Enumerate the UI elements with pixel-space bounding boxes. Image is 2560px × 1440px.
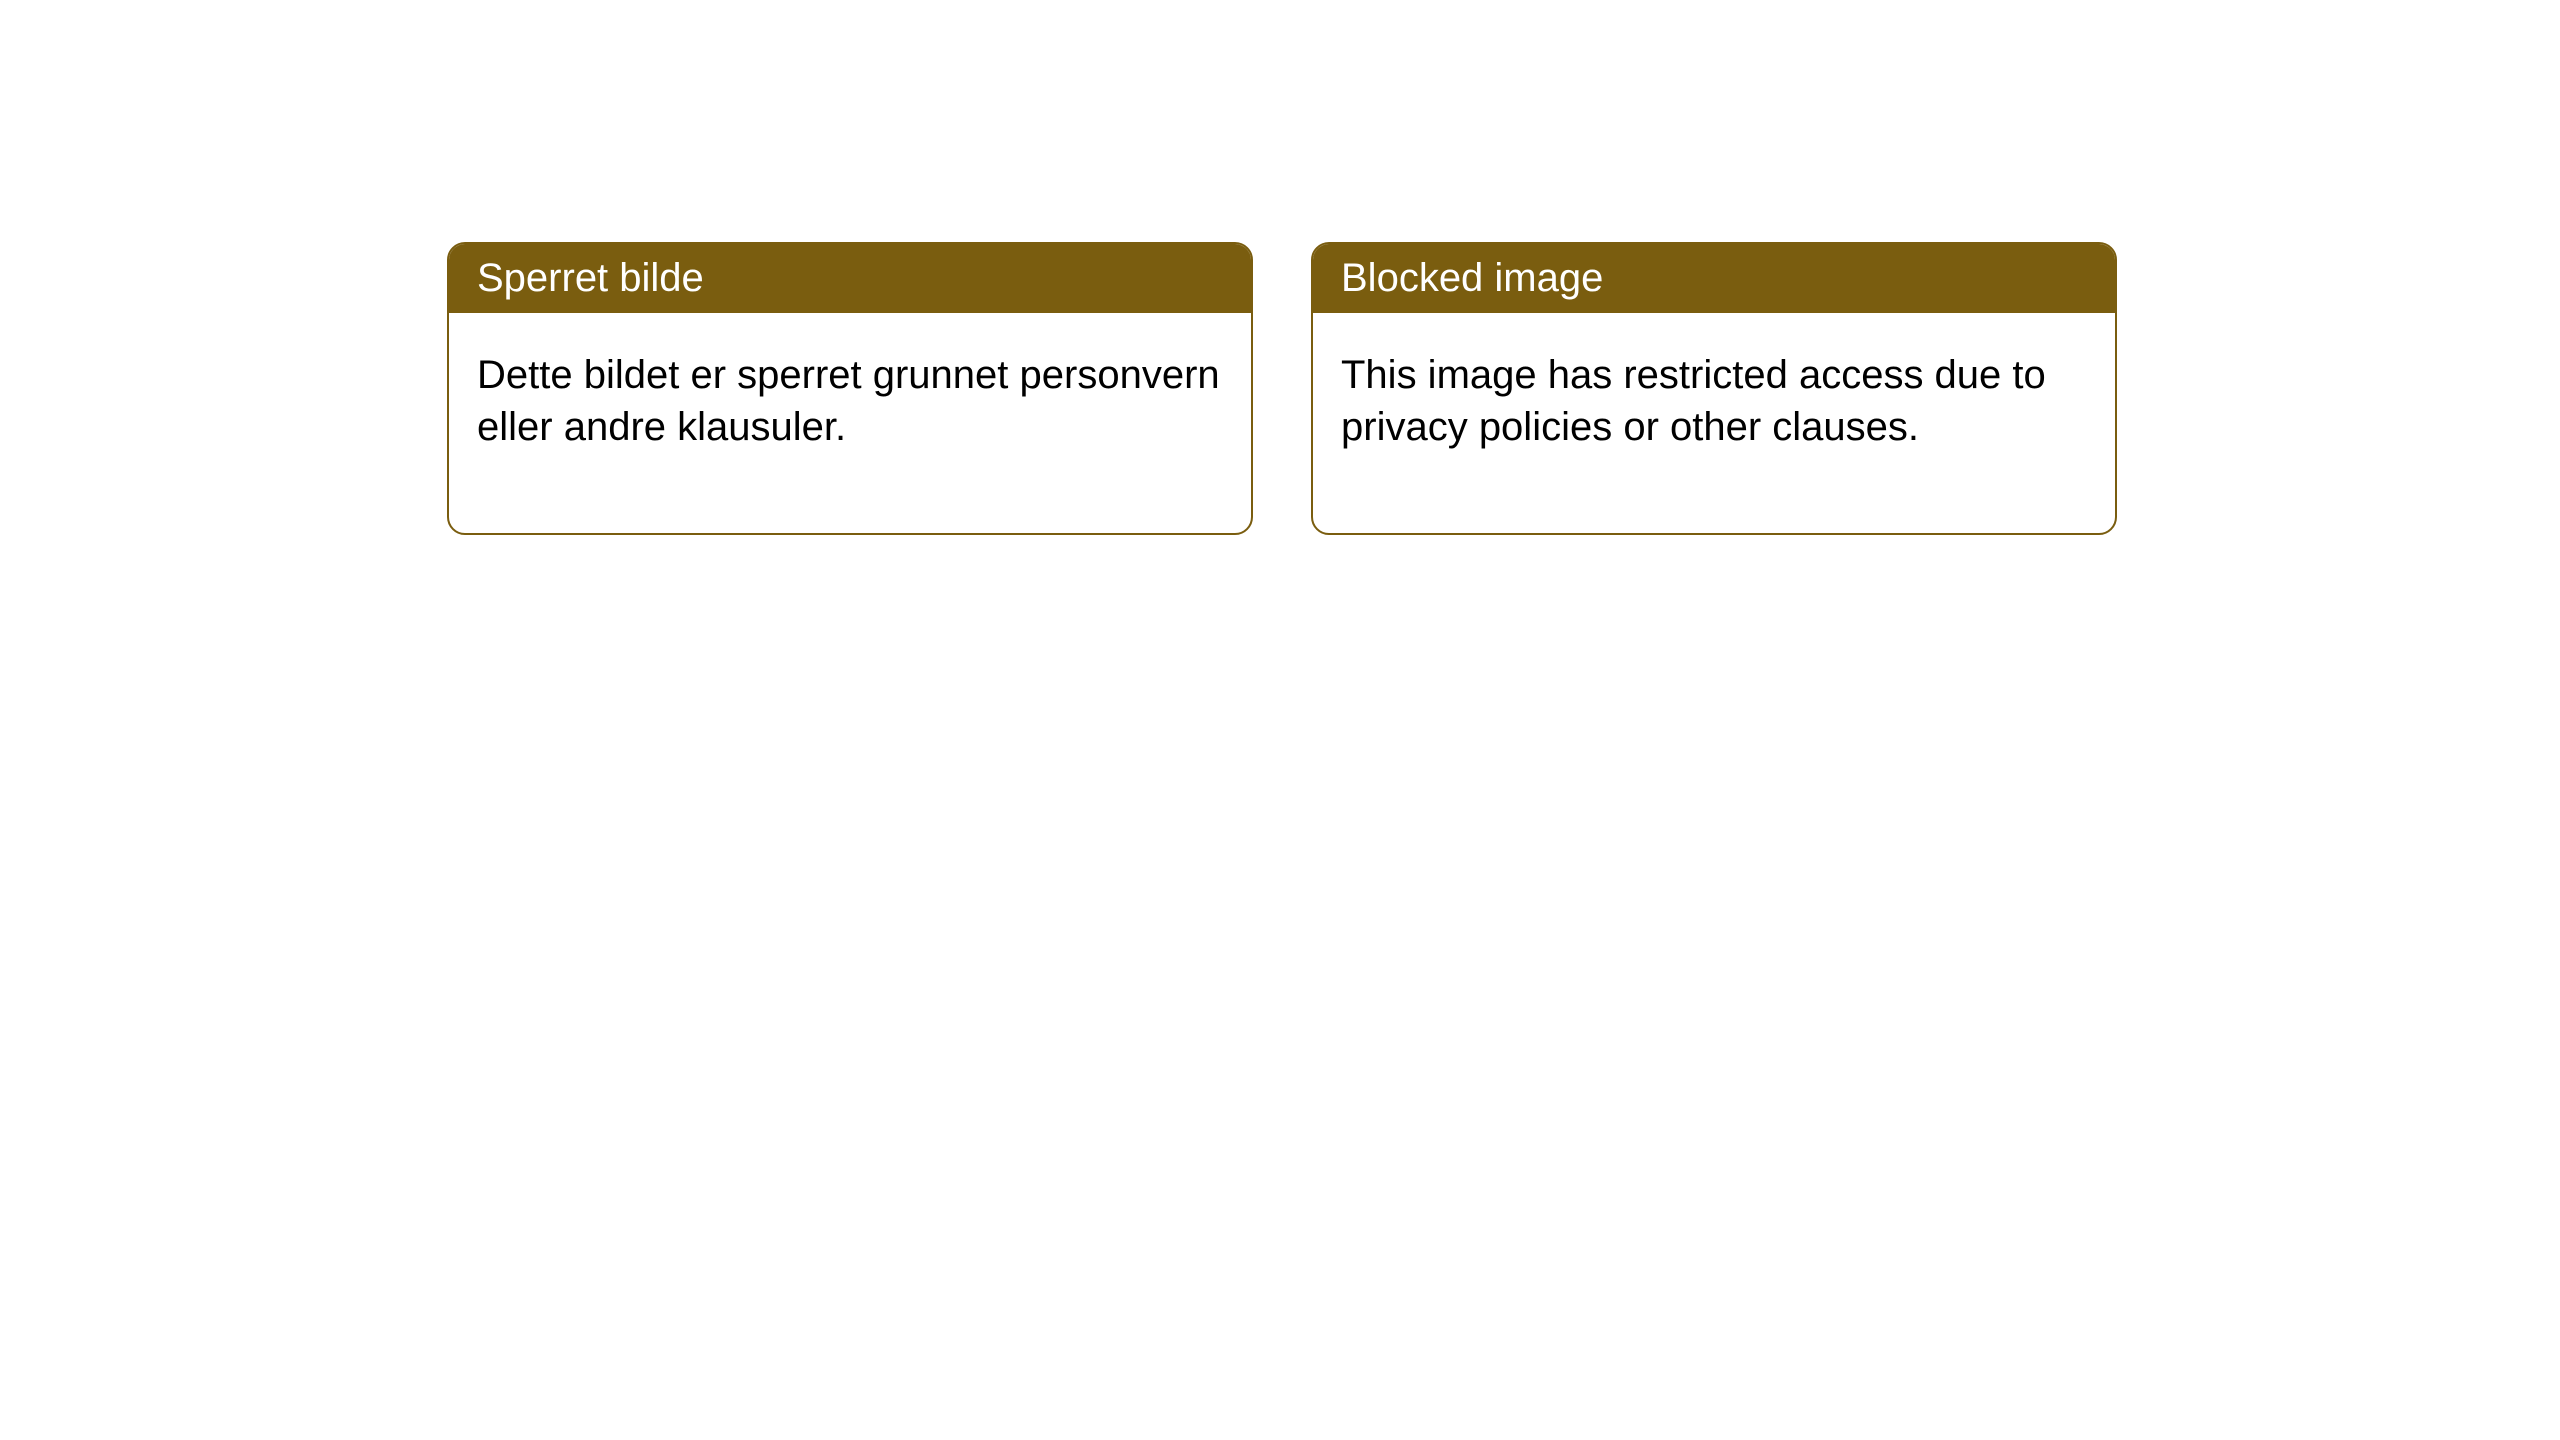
notice-text: This image has restricted access due to …: [1341, 353, 2046, 449]
notice-title: Blocked image: [1341, 256, 1603, 300]
notice-body: Dette bildet er sperret grunnet personve…: [449, 313, 1251, 533]
notice-body: This image has restricted access due to …: [1313, 313, 2115, 533]
notice-header: Sperret bilde: [449, 244, 1251, 313]
notice-title: Sperret bilde: [477, 256, 704, 300]
notice-header: Blocked image: [1313, 244, 2115, 313]
notice-container: Sperret bilde Dette bildet er sperret gr…: [447, 242, 2117, 535]
notice-card-english: Blocked image This image has restricted …: [1311, 242, 2117, 535]
notice-text: Dette bildet er sperret grunnet personve…: [477, 353, 1220, 449]
notice-card-norwegian: Sperret bilde Dette bildet er sperret gr…: [447, 242, 1253, 535]
